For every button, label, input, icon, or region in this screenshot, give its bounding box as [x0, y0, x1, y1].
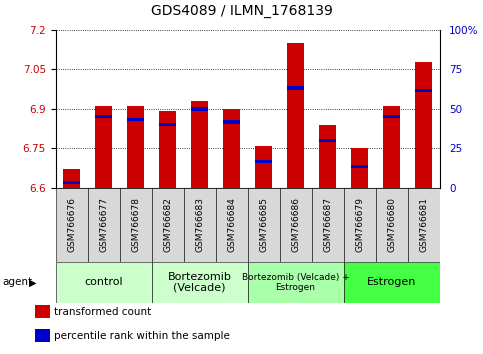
Bar: [376, 188, 408, 262]
Bar: [287, 86, 304, 90]
Text: GSM766679: GSM766679: [355, 197, 364, 252]
Bar: [351, 148, 369, 188]
Bar: [63, 169, 80, 188]
Bar: [95, 106, 113, 188]
Text: Bortezomib (Velcade) +
Estrogen: Bortezomib (Velcade) + Estrogen: [242, 273, 349, 292]
Text: GSM766684: GSM766684: [227, 197, 236, 252]
Bar: [223, 120, 241, 124]
Bar: [255, 145, 272, 188]
Text: GSM766682: GSM766682: [163, 197, 172, 252]
Text: GSM766685: GSM766685: [259, 197, 268, 252]
Bar: [343, 188, 376, 262]
Bar: [95, 115, 113, 119]
Bar: [184, 188, 215, 262]
Bar: [35, 329, 50, 342]
Text: GSM766678: GSM766678: [131, 197, 140, 252]
Text: GSM766681: GSM766681: [419, 197, 428, 252]
Text: percentile rank within the sample: percentile rank within the sample: [54, 331, 230, 341]
Bar: [351, 165, 369, 168]
Text: GSM766676: GSM766676: [67, 197, 76, 252]
Text: ▶: ▶: [29, 277, 37, 287]
Bar: [159, 112, 176, 188]
Text: GSM766677: GSM766677: [99, 197, 108, 252]
Text: GSM766680: GSM766680: [387, 197, 396, 252]
Bar: [35, 306, 50, 318]
Bar: [343, 262, 440, 303]
Bar: [248, 262, 343, 303]
Bar: [191, 101, 208, 188]
Text: control: control: [84, 277, 123, 287]
Text: Bortezomib
(Velcade): Bortezomib (Velcade): [168, 272, 231, 293]
Bar: [152, 262, 248, 303]
Bar: [415, 62, 432, 188]
Bar: [255, 160, 272, 163]
Bar: [319, 125, 336, 188]
Bar: [312, 188, 343, 262]
Text: GSM766686: GSM766686: [291, 197, 300, 252]
Text: GDS4089 / ILMN_1768139: GDS4089 / ILMN_1768139: [151, 4, 332, 18]
Text: GSM766687: GSM766687: [323, 197, 332, 252]
Text: Estrogen: Estrogen: [367, 277, 416, 287]
Bar: [56, 262, 152, 303]
Bar: [127, 118, 144, 121]
Bar: [223, 109, 241, 188]
Text: agent: agent: [2, 277, 32, 287]
Bar: [127, 106, 144, 188]
Text: GSM766683: GSM766683: [195, 197, 204, 252]
Bar: [319, 139, 336, 142]
Bar: [248, 188, 280, 262]
Bar: [415, 89, 432, 92]
Bar: [215, 188, 248, 262]
Bar: [159, 123, 176, 126]
Text: transformed count: transformed count: [54, 307, 151, 317]
Bar: [280, 188, 312, 262]
Bar: [152, 188, 184, 262]
Bar: [408, 188, 440, 262]
Bar: [383, 106, 400, 188]
Bar: [191, 107, 208, 110]
Bar: [287, 43, 304, 188]
Bar: [56, 188, 87, 262]
Bar: [87, 188, 120, 262]
Bar: [383, 115, 400, 119]
Bar: [63, 181, 80, 184]
Bar: [120, 188, 152, 262]
